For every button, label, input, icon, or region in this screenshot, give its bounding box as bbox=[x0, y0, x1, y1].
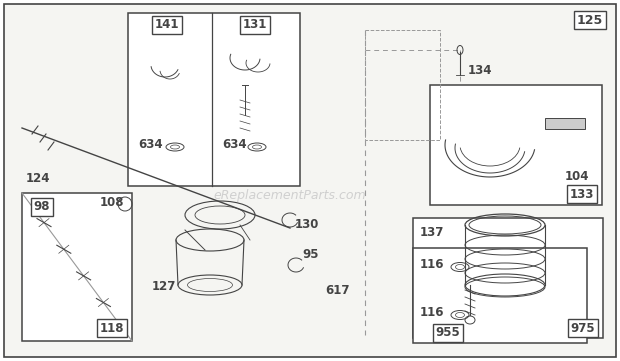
Text: 95: 95 bbox=[302, 248, 319, 261]
Text: 118: 118 bbox=[100, 322, 124, 335]
Text: 127: 127 bbox=[152, 279, 176, 292]
Text: 141: 141 bbox=[155, 18, 179, 31]
Text: 116: 116 bbox=[420, 306, 445, 319]
Text: 955: 955 bbox=[436, 326, 461, 339]
Bar bbox=[413, 248, 587, 343]
Bar bbox=[128, 13, 300, 186]
Text: 133: 133 bbox=[570, 187, 594, 200]
Text: 134: 134 bbox=[468, 64, 492, 77]
Text: 98: 98 bbox=[33, 200, 50, 213]
Text: 137: 137 bbox=[420, 226, 445, 239]
Text: 617: 617 bbox=[325, 283, 350, 296]
Text: 130: 130 bbox=[295, 218, 319, 231]
Text: 975: 975 bbox=[570, 322, 595, 335]
Bar bbox=[365, 30, 440, 140]
Text: eReplacementParts.com: eReplacementParts.com bbox=[214, 188, 366, 201]
Text: 125: 125 bbox=[577, 13, 603, 26]
Bar bbox=[545, 118, 585, 129]
Text: 104: 104 bbox=[565, 170, 590, 183]
Text: 634: 634 bbox=[222, 139, 247, 152]
Text: 116: 116 bbox=[420, 258, 445, 271]
Bar bbox=[413, 218, 603, 338]
Text: 634: 634 bbox=[138, 139, 162, 152]
Bar bbox=[430, 85, 602, 205]
Text: 108: 108 bbox=[100, 196, 125, 209]
Text: 124: 124 bbox=[26, 171, 50, 184]
Bar bbox=[22, 193, 132, 341]
Text: 131: 131 bbox=[243, 18, 267, 31]
